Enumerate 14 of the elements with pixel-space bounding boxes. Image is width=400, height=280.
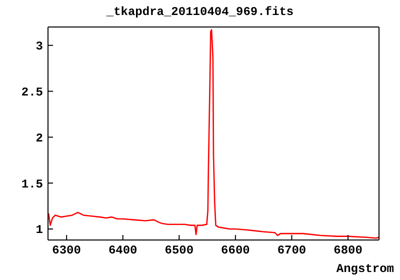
x-tick-label: 6700: [277, 244, 306, 258]
y-tick-label: 2: [36, 131, 43, 146]
x-tick-label: 6300: [52, 244, 81, 258]
y-tick-label: 1: [36, 223, 43, 238]
y-tick-label: 2.5: [21, 86, 43, 100]
x-tick-label: 6800: [334, 244, 362, 258]
x-tick-label: 6500: [164, 244, 194, 258]
y-tick-label: 3: [36, 40, 43, 54]
y-tick-label: 1.5: [21, 177, 43, 192]
x-axis-title: Angstrom: [336, 262, 394, 276]
x-tick-label: 6600: [221, 244, 250, 258]
x-tick-label: 6400: [108, 244, 138, 258]
line-series: [48, 29, 379, 239]
chart-title: _tkapdra_20110404_969.fits: [105, 5, 295, 19]
